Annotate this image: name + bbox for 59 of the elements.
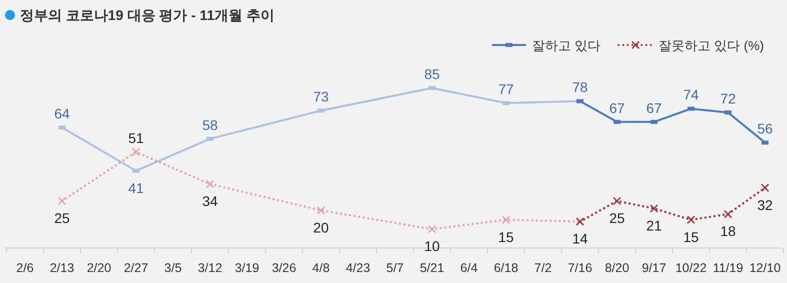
point — [428, 224, 436, 234]
data-label: 25 — [54, 210, 70, 226]
legend-label: 잘못하고 있다 (%) — [658, 38, 764, 53]
x-tick-label: 2/6 — [16, 261, 34, 275]
x-tick-label: 2/13 — [50, 261, 74, 275]
chart-title: 정부의 코로나19 대응 평가 - 11개월 추이 — [20, 7, 274, 23]
point — [650, 204, 658, 213]
x-tick-label: 6/18 — [494, 261, 518, 275]
x-tick-label: 8/20 — [604, 261, 630, 275]
data-label: 67 — [609, 100, 625, 116]
point — [58, 196, 66, 206]
data-label: 41 — [128, 180, 144, 196]
point — [686, 216, 696, 224]
x-tick-label: 11/19 — [712, 261, 744, 275]
data-label: 10 — [424, 238, 440, 254]
x-tick-label: 12/10 — [749, 261, 781, 275]
legend-label: 잘하고 있다 — [532, 38, 601, 53]
x-tick-label: 4/8 — [312, 261, 330, 275]
x-tick-label: 3/19 — [234, 261, 260, 275]
point — [724, 210, 732, 218]
data-label: 20 — [313, 219, 329, 236]
data-label: 15 — [498, 228, 514, 245]
data-label: 58 — [202, 116, 218, 133]
data-label: 74 — [683, 86, 699, 103]
x-tick-label: 3/12 — [198, 261, 222, 275]
data-label: 77 — [498, 81, 514, 98]
x-tick-label: 3/26 — [272, 261, 296, 275]
data-label: 73 — [313, 88, 329, 105]
x-tick-label: 2/20 — [86, 261, 112, 275]
point — [612, 196, 622, 206]
point — [206, 180, 214, 188]
x-tick-label: 10/22 — [675, 261, 707, 275]
data-label: 85 — [424, 66, 440, 82]
x-tick-label: 5/7 — [386, 261, 404, 275]
x-tick-label: 9/17 — [642, 261, 666, 275]
point — [132, 148, 140, 156]
data-label: 56 — [757, 120, 773, 137]
x-tick-label: 7/2 — [534, 261, 552, 275]
data-label: 25 — [609, 210, 625, 226]
data-label: 32 — [757, 196, 773, 213]
data-label: 15 — [683, 228, 699, 245]
data-label: 67 — [646, 100, 662, 116]
x-tick-label: 3/5 — [164, 261, 182, 275]
point — [760, 184, 770, 192]
data-label: 21 — [646, 217, 662, 234]
data-label: 64 — [54, 106, 70, 122]
x-tick-label: 6/4 — [460, 261, 478, 275]
data-label: 72 — [720, 90, 736, 106]
x-tick-label: 2/27 — [124, 261, 148, 275]
data-label: 14 — [572, 230, 588, 247]
x-tick-label: 5/21 — [420, 261, 444, 275]
data-label: 51 — [128, 130, 144, 146]
x-tick-label: 4/23 — [346, 261, 370, 275]
point — [316, 206, 326, 215]
x-tick-label: 7/16 — [568, 261, 592, 275]
data-label: 34 — [202, 193, 218, 209]
data-label: 18 — [720, 223, 736, 240]
point — [502, 216, 510, 224]
data-label: 78 — [572, 79, 588, 96]
